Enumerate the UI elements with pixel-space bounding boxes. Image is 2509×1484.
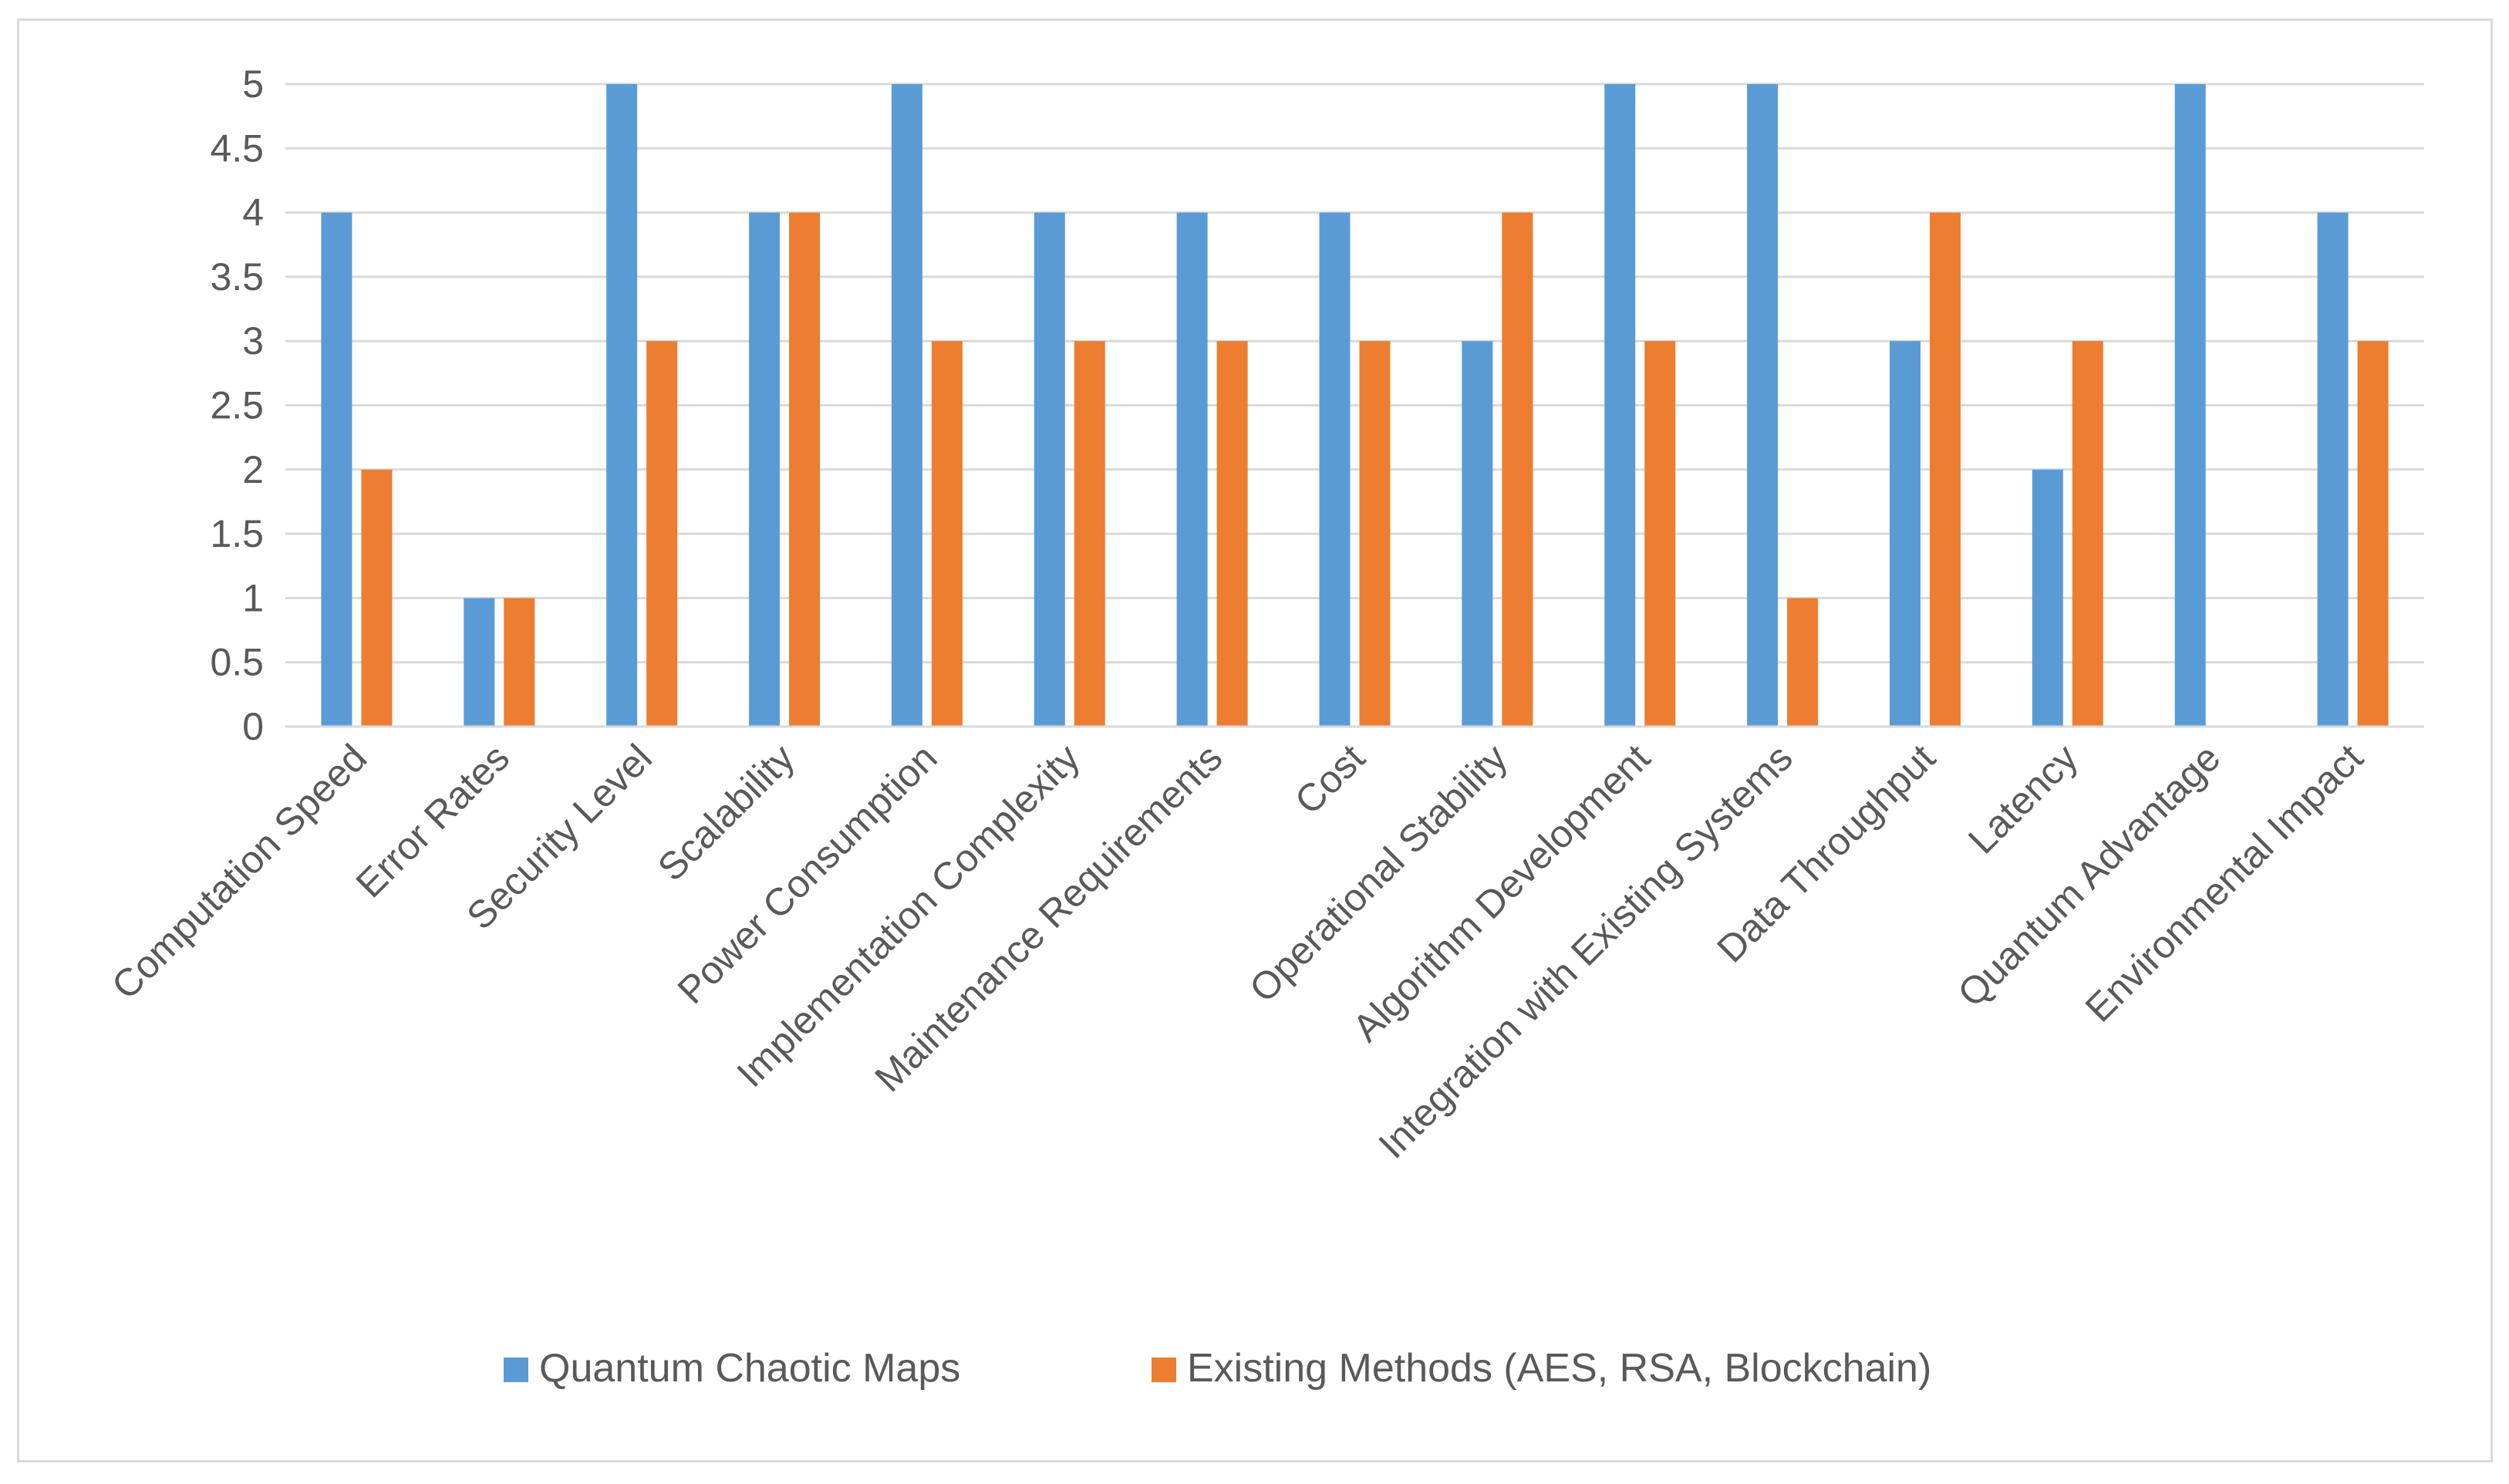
bar-existing-7 (1359, 341, 1391, 727)
gridlines (285, 83, 2424, 664)
legend-label-quantum: Quantum Chaotic Maps (539, 1346, 960, 1391)
y-tick-label: 1 (242, 576, 264, 619)
bars (321, 84, 2389, 727)
y-tick-label: 0 (242, 705, 264, 748)
bar-quantum-14 (2317, 212, 2349, 727)
bar-existing-8 (1502, 212, 1533, 727)
bar-existing-11 (1929, 212, 1961, 727)
bar-existing-4 (931, 341, 963, 727)
bar-quantum-2 (606, 84, 638, 727)
x-category-label: Cost (1287, 736, 1373, 822)
bar-existing-2 (646, 341, 678, 727)
bar-existing-14 (2357, 341, 2389, 727)
bar-quantum-12 (2032, 469, 2063, 727)
y-tick-label: 4 (242, 191, 264, 234)
bar-existing-10 (1787, 598, 1819, 727)
x-category-label: Computation Speed (103, 736, 375, 1007)
bar-quantum-4 (891, 84, 922, 727)
bar-quantum-1 (464, 598, 495, 727)
y-tick-label: 2.5 (210, 384, 264, 427)
y-tick-label: 0.5 (210, 641, 264, 684)
y-tick-label: 3.5 (210, 255, 264, 298)
legend-swatch-existing (1152, 1358, 1176, 1382)
bar-existing-1 (504, 598, 535, 727)
bar-existing-0 (361, 469, 393, 727)
x-category-label: Power Consumption (669, 736, 946, 1012)
y-tick-label: 1.5 (210, 512, 264, 555)
bar-existing-5 (1074, 341, 1105, 727)
bar-quantum-8 (1462, 341, 1493, 727)
bar-chart: 00.511.522.533.544.55 Computation SpeedE… (103, 62, 2424, 1391)
bar-existing-6 (1216, 341, 1248, 727)
x-category-label: Environmental Impact (2077, 736, 2372, 1030)
bar-quantum-5 (1034, 212, 1065, 727)
legend-label-existing: Existing Methods (AES, RSA, Blockchain) (1187, 1346, 1931, 1391)
y-axis-tick-labels: 0 0.5 1 1.5 2 2.5 3 3.5 4 4.5 5 (210, 62, 264, 748)
bar-existing-9 (1644, 341, 1676, 727)
legend: Quantum Chaotic Maps Existing Methods (AE… (504, 1346, 1931, 1391)
bar-quantum-11 (1889, 341, 1921, 727)
bar-quantum-3 (749, 212, 781, 727)
y-tick-label: 4.5 (210, 126, 264, 170)
x-category-label: Algorithm Development (1344, 736, 1658, 1050)
chart-frame: 0 0.5 1 1.5 2 2.5 3 3.5 4 4.5 5 Computation Speed E… (17, 19, 2493, 1462)
bar-existing-12 (2072, 341, 2103, 727)
x-category-label: Latency (1960, 736, 2086, 862)
y-tick-label: 3 (242, 319, 264, 363)
bar-existing-3 (789, 212, 821, 727)
bar-quantum-13 (2174, 84, 2206, 727)
legend-swatch-quantum (504, 1358, 528, 1382)
y-tick-label: 2 (242, 448, 264, 491)
bar-quantum-7 (1319, 212, 1351, 727)
x-category-label: Scalability (649, 736, 803, 889)
y-tick-label: 5 (242, 62, 264, 106)
bar-quantum-9 (1604, 84, 1636, 727)
bar-quantum-0 (321, 212, 352, 727)
x-category-label: Operational Stability (1241, 736, 1516, 1010)
bar-quantum-6 (1176, 212, 1208, 727)
x-category-label: Quantum Advantage (1950, 736, 2229, 1015)
bar-quantum-10 (1747, 84, 1779, 727)
